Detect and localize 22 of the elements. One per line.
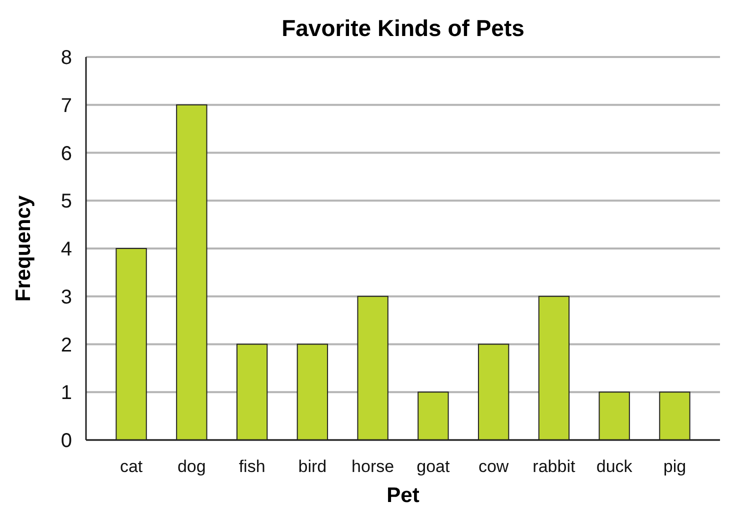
x-tick-label: cat bbox=[120, 457, 143, 476]
x-tick-label: duck bbox=[596, 457, 633, 476]
x-tick-label: horse bbox=[352, 457, 394, 476]
x-tick-label: bird bbox=[298, 457, 327, 476]
y-tick-label: 8 bbox=[60, 47, 72, 69]
y-tick-label: 1 bbox=[60, 382, 72, 404]
x-axis-title: Pet bbox=[386, 484, 420, 507]
y-tick-label: 2 bbox=[60, 334, 72, 356]
y-tick-label: 7 bbox=[60, 94, 72, 117]
x-tick-label: dog bbox=[177, 457, 206, 476]
y-tick-label: 0 bbox=[60, 430, 72, 452]
chart-title: Favorite Kinds of Pets bbox=[282, 15, 524, 41]
x-tick-label: goat bbox=[416, 457, 450, 476]
x-tick-label: cow bbox=[478, 457, 510, 476]
x-tick-label: rabbit bbox=[532, 457, 576, 476]
x-tick-label: fish bbox=[238, 457, 266, 476]
y-tick-label: 3 bbox=[60, 286, 72, 308]
y-tick-label: 5 bbox=[60, 190, 72, 213]
y-tick-label: 6 bbox=[60, 142, 72, 165]
y-tick-label: 4 bbox=[60, 238, 72, 260]
x-tick-label: pig bbox=[663, 457, 686, 476]
y-axis-title: Frequency bbox=[12, 195, 35, 302]
